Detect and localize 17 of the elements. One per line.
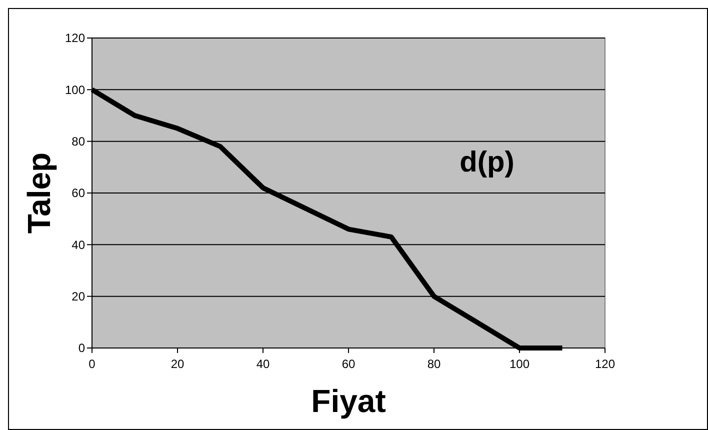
x-tick-label: 60 bbox=[342, 357, 356, 371]
y-tick-label: 60 bbox=[72, 186, 86, 200]
x-tick-label: 40 bbox=[256, 357, 270, 371]
y-tick-label: 20 bbox=[72, 290, 86, 304]
y-tick-label: 80 bbox=[72, 134, 86, 149]
x-axis-title: Fiyat bbox=[311, 383, 386, 419]
x-tick-label: 0 bbox=[88, 357, 96, 371]
y-tick-label: 0 bbox=[78, 341, 86, 356]
y-tick-label: 120 bbox=[64, 31, 86, 46]
y-tick-label: 40 bbox=[72, 238, 86, 252]
annotation: d(p) bbox=[460, 146, 514, 178]
y-axis-title: Talep bbox=[21, 152, 57, 234]
x-tick-label: 120 bbox=[594, 357, 616, 371]
y-tick-label: 100 bbox=[64, 82, 86, 97]
x-tick-label: 20 bbox=[170, 357, 184, 371]
x-tick-label: 100 bbox=[509, 357, 530, 371]
x-tick-label: 80 bbox=[427, 357, 441, 371]
